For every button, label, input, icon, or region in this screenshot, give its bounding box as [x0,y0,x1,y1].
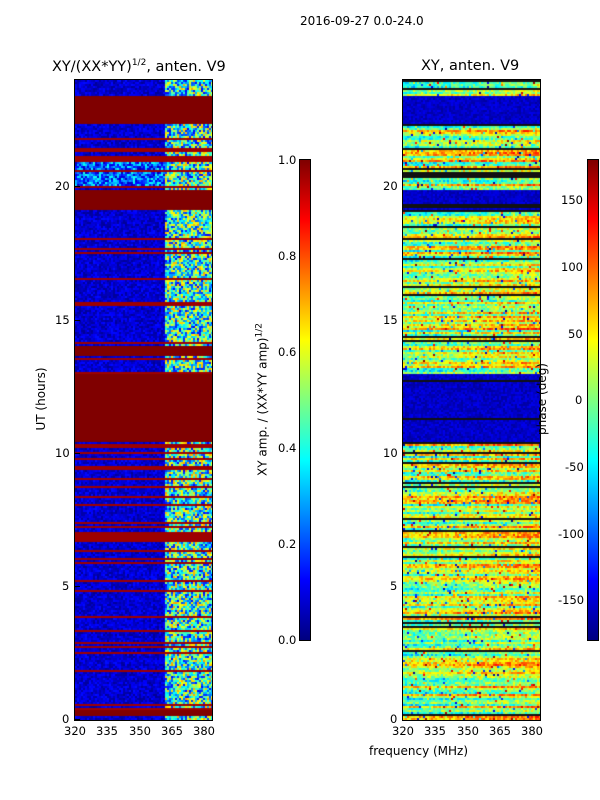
right-xtick-label: 350 [457,724,479,738]
right-ytick-label: 15 [383,313,398,327]
left-xtick-label: 380 [193,724,215,738]
right-colorbar-tick: 50 [568,327,583,341]
xlabel: frequency (MHz) [369,744,469,758]
left-colorbar-tick: 0.8 [278,249,297,263]
right-heatmap-canvas [403,80,540,720]
left-xtick-label: 320 [64,724,86,738]
right-colorbar-tick: -50 [565,460,584,474]
right-ytick-label: 10 [383,446,398,460]
left-ytick-label: 5 [62,579,70,593]
right-xtick-label: 380 [521,724,543,738]
figure-suptitle: 2016-09-27 0.0-24.0 [300,14,424,28]
right-colorbar-tick: 150 [561,193,583,207]
right-colorbar-tick: 0 [575,393,583,407]
left-ytick-label: 0 [62,712,70,726]
left-heatmap-canvas [75,80,212,720]
left-xtick-label: 365 [161,724,183,738]
right-colorbar-label: phase (deg) [535,363,549,436]
right-ytick-label: 20 [383,179,398,193]
left-panel-title: XY/(XX*YY)1/2, anten. V9 [52,58,226,75]
right-colorbar-tick: 100 [561,260,583,274]
left-colorbar-tick: 0.4 [278,441,297,455]
right-heatmap-plot [402,79,541,721]
left-xtick-label: 335 [96,724,118,738]
left-colorbar-label: XY amp. / (XX*YY amp)1/2 [254,323,270,476]
left-colorbar-tick: 0.2 [278,537,297,551]
right-panel-title: XY, anten. V9 [421,58,520,74]
left-colorbar-tick: 1.0 [278,153,297,167]
left-colorbar [299,159,311,641]
left-ytick-label: 10 [55,446,70,460]
right-colorbar [587,159,599,641]
right-colorbar-tick: -100 [558,527,585,541]
left-xtick-label: 350 [129,724,151,738]
right-ytick-label: 0 [390,712,398,726]
left-colorbar-tick: 0.0 [278,633,297,647]
right-xtick-label: 365 [489,724,511,738]
left-ytick-label: 15 [55,313,70,327]
left-ylabel: UT (hours) [34,367,48,431]
left-heatmap-plot [74,79,213,721]
right-xtick-label: 320 [392,724,414,738]
right-ytick-label: 5 [390,579,398,593]
left-colorbar-tick: 0.6 [278,345,297,359]
left-ytick-label: 20 [55,179,70,193]
right-xtick-label: 335 [424,724,446,738]
right-colorbar-tick: -150 [558,593,585,607]
